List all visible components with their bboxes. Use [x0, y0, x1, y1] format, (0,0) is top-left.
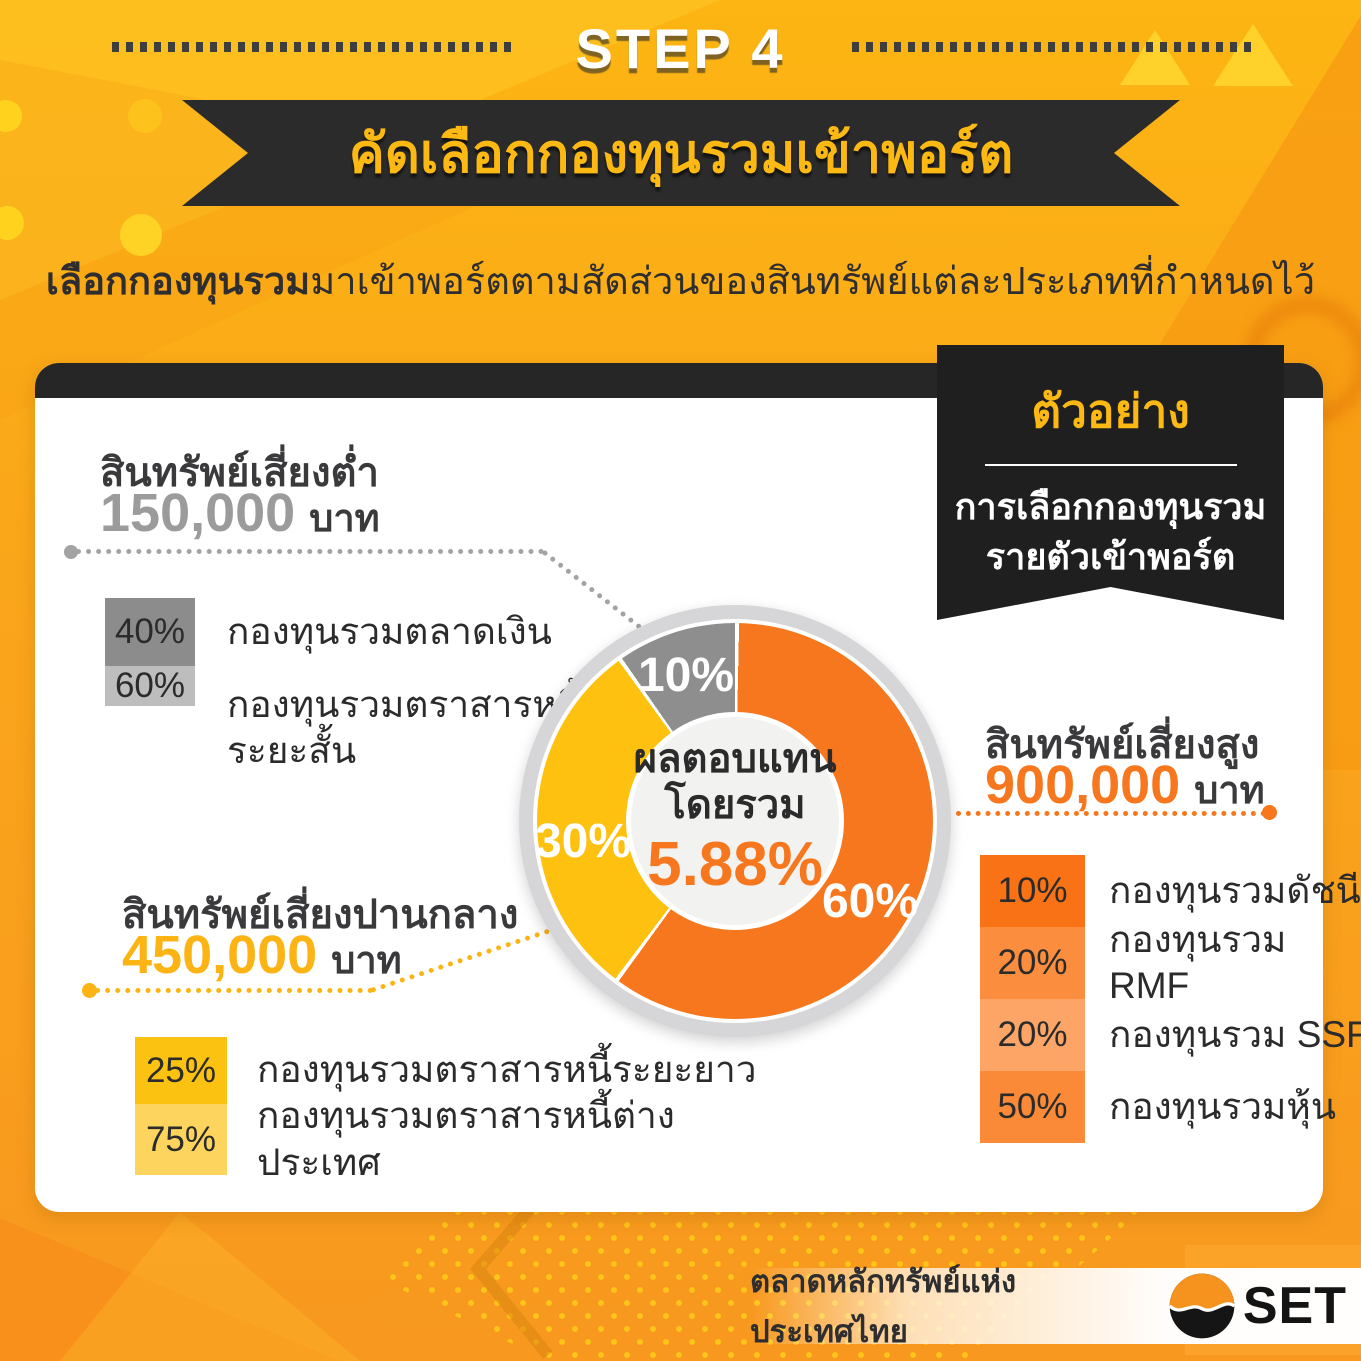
group-mid-title: สินทรัพย์เสี่ยงปานกลาง	[122, 893, 519, 937]
legend-row: 75% กองทุนรวมตราสารหนี้ต่างประเทศ	[135, 1095, 777, 1183]
slice-label-low: 10%	[637, 649, 735, 702]
amount-value: 150,000	[100, 483, 296, 543]
legend-row: 60% กองทุนรวมตราสารหนี้ระยะสั้น	[105, 666, 619, 771]
connector-line	[956, 811, 1266, 816]
connector-line	[95, 988, 373, 993]
center-line2: โดยรวม	[664, 783, 806, 827]
legend-pct: 50%	[997, 1087, 1068, 1126]
legend-row: 25% กองทุนรวมตราสารหนี้ระยะยาว	[135, 1037, 777, 1104]
bg-dot	[0, 100, 22, 132]
legend-pct: 25%	[145, 1050, 217, 1090]
legend-row: 40% กองทุนรวมตลาดเงิน	[105, 598, 619, 666]
amount-unit: บาท	[309, 498, 380, 540]
center-line1: ผลตอบแทน	[633, 737, 837, 781]
legend-swatch: 10%	[980, 855, 1085, 927]
amount-value: 450,000	[122, 925, 318, 985]
center-value: 5.88%	[647, 830, 823, 899]
connector-line	[76, 549, 544, 554]
legend-label: กองทุนรวมตราสารหนี้ระยะสั้น	[227, 684, 583, 772]
legend-row: 10% กองทุนรวมดัชนี	[980, 855, 1361, 927]
legend-swatch: 25%	[135, 1037, 227, 1104]
legend-swatch: 75%	[135, 1104, 227, 1175]
legend-label: กองทุนรวม SSF	[1109, 1013, 1361, 1055]
legend-pct: 20%	[997, 943, 1068, 982]
group-high-amount: 900,000 บาท	[985, 758, 1265, 820]
page-title: คัดเลือกกองทุนรวมเข้าพอร์ต	[348, 124, 1014, 184]
bg-dot	[128, 99, 162, 133]
example-badge-line1: การเลือกกองทุนรวม	[954, 486, 1267, 527]
set-logo-icon	[1168, 1273, 1235, 1339]
amount-unit: บาท	[1194, 770, 1265, 812]
legend-row: 20% กองทุนรวม SSF	[980, 999, 1361, 1071]
group-high-title: สินทรัพย์เสี่ยงสูง	[985, 723, 1260, 767]
legend-pct: 20%	[997, 1015, 1068, 1054]
legend-label: กองทุนรวม RMF	[1109, 918, 1287, 1006]
legend-pct: 10%	[997, 871, 1068, 910]
amount-unit: บาท	[331, 940, 402, 982]
legend-high: 10% กองทุนรวมดัชนี 20% กองทุนรวม RMF 20%…	[980, 855, 1361, 1143]
slice-label-high: 60%	[821, 875, 919, 928]
footer-org-name: ตลาดหลักทรัพย์แห่งประเทศไทย	[750, 1264, 1017, 1349]
step-label: STEP 4	[575, 17, 786, 80]
donut-center-text: ผลตอบแทน โดยรวม 5.88%	[610, 736, 860, 896]
legend-label: กองทุนรวมหุ้น	[1109, 1085, 1337, 1127]
bg-zigzag	[470, 1205, 553, 1359]
example-badge: ตัวอย่าง การเลือกกองทุนรวม รายตัวเข้าพอร…	[937, 345, 1284, 620]
bg-dot	[120, 214, 162, 256]
legend-row: 20% กองทุนรวม RMF	[980, 919, 1361, 1006]
legend-pct: 40%	[114, 612, 186, 651]
set-logo-text: SET	[1242, 1277, 1347, 1335]
legend-swatch: 40%	[105, 598, 195, 666]
legend-swatch: 20%	[980, 999, 1085, 1071]
footer: ตลาดหลักทรัพย์แห่งประเทศไทย SET	[750, 1264, 1361, 1349]
amount-value: 900,000	[985, 755, 1181, 815]
subtitle-bold: เลือกกองทุนรวม	[45, 261, 311, 303]
example-badge-title: ตัวอย่าง	[1031, 385, 1190, 437]
divider	[984, 464, 1237, 466]
example-badge-line2: รายตัวเข้าพอร์ต	[985, 535, 1236, 577]
legend-row: 50% กองทุนรวมหุ้น	[980, 1071, 1361, 1143]
connector-dot	[64, 545, 78, 559]
legend-swatch: 50%	[980, 1071, 1085, 1143]
connector-dot	[1262, 805, 1277, 820]
subtitle: เลือกกองทุนรวมมาเข้าพอร์ตตามสัดส่วนของสิ…	[0, 250, 1361, 311]
legend-swatch: 20%	[980, 927, 1085, 999]
legend-label: กองทุนรวมตลาดเงิน	[227, 610, 552, 652]
set-logo: SET	[1168, 1273, 1347, 1339]
subtitle-rest: มาเข้าพอร์ตตามสัดส่วนของสินทรัพย์แต่ละปร…	[310, 261, 1316, 303]
header-dotted-line-right	[852, 42, 1252, 52]
title-ribbon: คัดเลือกกองทุนรวมเข้าพอร์ต	[182, 100, 1180, 206]
donut-center-circle	[631, 717, 839, 925]
legend-pct: 60%	[114, 666, 186, 705]
group-low-amount: 150,000 บาท	[100, 486, 380, 548]
legend-label: กองทุนรวมดัชนี	[1109, 869, 1361, 911]
slice-label-mid: 30%	[534, 815, 632, 868]
legend-pct: 75%	[145, 1119, 217, 1159]
legend-low: 40% กองทุนรวมตลาดเงิน 60% กองทุนรวมตราสา…	[105, 598, 619, 771]
legend-mid: 25% กองทุนรวมตราสารหนี้ระยะยาว 75% กองทุ…	[135, 1037, 777, 1183]
legend-label: กองทุนรวมตราสารหนี้ต่างประเทศ	[257, 1095, 675, 1183]
legend-label: กองทุนรวมตราสารหนี้ระยะยาว	[257, 1049, 757, 1091]
group-low-title: สินทรัพย์เสี่ยงต่ำ	[100, 451, 379, 495]
group-mid-amount: 450,000 บาท	[122, 928, 402, 990]
connector-dot	[82, 983, 97, 998]
header-dotted-line-left	[112, 42, 512, 52]
legend-swatch: 60%	[105, 666, 195, 706]
